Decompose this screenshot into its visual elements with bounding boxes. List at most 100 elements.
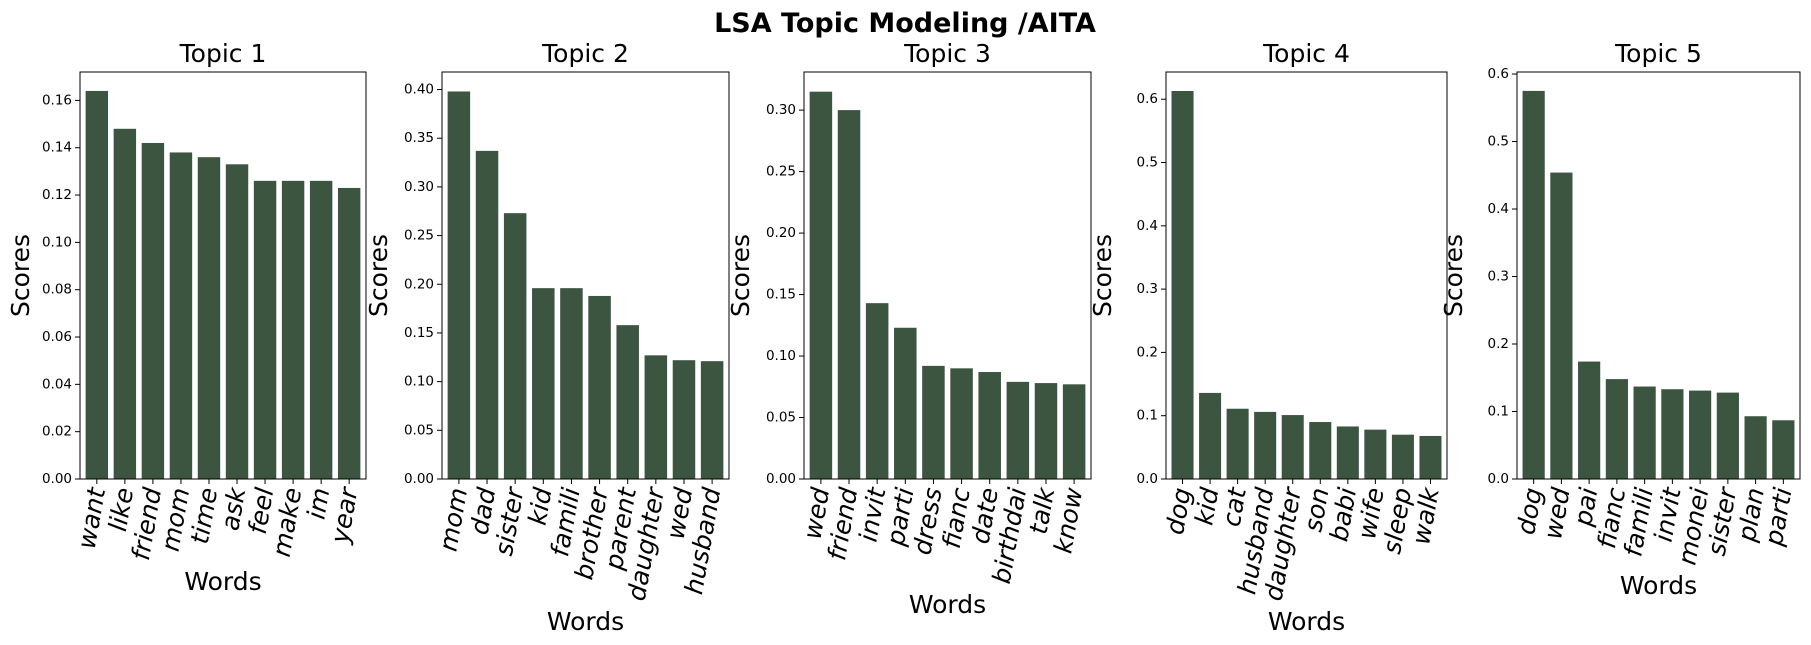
chart-panel-1: Topic 1wantlikefriendmomtimeaskfeelmakei… — [6, 39, 367, 596]
bar — [225, 164, 249, 479]
panel-title: Topic 4 — [1262, 39, 1350, 68]
y-tick-label: 0.12 — [42, 187, 72, 203]
y-tick-label: 0.20 — [404, 276, 434, 292]
bar — [1661, 389, 1684, 479]
bar — [1006, 381, 1030, 479]
y-tick-label: 0.05 — [766, 410, 796, 426]
y-tick-label: 0.10 — [42, 234, 72, 250]
y-tick-label: 0.0 — [1488, 471, 1509, 487]
bar — [253, 180, 277, 480]
bar — [1716, 392, 1739, 479]
bar — [1772, 420, 1795, 479]
bar — [447, 91, 471, 479]
y-tick-label: 0.6 — [1488, 66, 1509, 82]
y-tick-label: 0.1 — [1137, 408, 1158, 424]
y-tick-label: 0.5 — [1137, 155, 1158, 171]
bar — [1226, 408, 1249, 479]
y-axis-label: Scores — [6, 234, 35, 317]
bar — [309, 180, 333, 480]
panel-title: Topic 1 — [179, 39, 267, 68]
x-axis-label: Words — [1620, 571, 1697, 600]
y-tick-label: 0.25 — [766, 164, 796, 180]
x-tick-label: cat — [1217, 484, 1253, 528]
y-tick-label: 0.08 — [42, 282, 72, 298]
y-tick-label: 0.6 — [1137, 91, 1158, 107]
bar — [1254, 411, 1277, 479]
x-tick-label: kid — [523, 485, 558, 527]
bar — [1034, 383, 1058, 479]
bar — [1336, 426, 1359, 479]
y-tick-label: 0.04 — [42, 376, 72, 392]
y-axis-label: Scores — [364, 234, 393, 317]
panel-title: Topic 2 — [541, 39, 629, 68]
y-tick-label: 0.2 — [1137, 344, 1158, 360]
bar — [588, 295, 611, 479]
y-axis-label: Scores — [1439, 234, 1468, 317]
bar — [1744, 416, 1767, 479]
bar — [1578, 361, 1601, 479]
plot-frame — [79, 71, 367, 480]
y-tick-label: 0.10 — [766, 348, 796, 364]
bar — [1364, 429, 1387, 479]
x-tick-label: pai — [1568, 485, 1603, 529]
y-tick-label: 0.14 — [42, 140, 72, 156]
y-tick-label: 0.3 — [1137, 281, 1158, 297]
plot-frame — [1165, 71, 1448, 480]
y-axis-label: Scores — [726, 234, 755, 317]
bar — [616, 325, 639, 479]
y-tick-label: 0.5 — [1488, 134, 1509, 150]
y-tick-label: 0.25 — [404, 228, 434, 244]
chart-panel-2: Topic 2momdadsisterkidfamilibrotherparen… — [364, 39, 730, 636]
bar — [1633, 386, 1656, 479]
chart-panel-3: Topic 3wedfriendinvitpartidressfiancdate… — [726, 39, 1092, 619]
bar — [503, 213, 527, 479]
y-tick-label: 0.2 — [1488, 336, 1509, 352]
bar — [560, 288, 583, 479]
bar — [809, 91, 833, 480]
x-axis-label: Words — [1268, 607, 1345, 636]
bar — [85, 90, 109, 479]
y-tick-label: 0.35 — [404, 130, 434, 146]
panel-title: Topic 5 — [1614, 39, 1702, 68]
bar — [1199, 392, 1222, 479]
bar — [337, 187, 361, 479]
bar — [837, 110, 861, 479]
bar — [700, 361, 724, 479]
x-axis-label: Words — [547, 607, 624, 636]
bar — [1391, 434, 1414, 479]
plot-frame — [803, 71, 1092, 480]
bar — [922, 365, 945, 479]
plot-frame — [1516, 71, 1801, 480]
bar — [950, 368, 973, 479]
y-tick-label: 0.0 — [1137, 471, 1158, 487]
bar — [475, 150, 499, 480]
y-tick-label: 0.15 — [766, 287, 796, 303]
bar — [1062, 384, 1086, 479]
y-tick-label: 0.30 — [404, 179, 434, 195]
bar — [894, 327, 917, 479]
y-axis-label: Scores — [1088, 234, 1117, 317]
bar — [1550, 172, 1573, 479]
x-axis-label: Words — [184, 567, 261, 596]
bar — [1309, 422, 1332, 479]
bar — [978, 372, 1001, 479]
chart-panel-5: Topic 5dogwedpaifiancfamiliinvitmoneisis… — [1439, 39, 1801, 600]
bar — [672, 360, 696, 479]
bar — [644, 355, 668, 479]
x-axis-label: Words — [909, 590, 986, 619]
x-tick-label: kid — [1189, 485, 1224, 527]
bar — [197, 157, 221, 480]
figure-title: LSA Topic Modeling /AITA — [714, 8, 1096, 39]
y-tick-label: 0.06 — [42, 329, 72, 345]
y-tick-label: 0.4 — [1137, 218, 1158, 234]
y-tick-label: 0.00 — [42, 471, 72, 487]
y-tick-label: 0.1 — [1488, 404, 1509, 420]
bar — [1605, 379, 1628, 479]
y-tick-label: 0.15 — [404, 325, 434, 341]
bar — [532, 288, 555, 479]
bar — [113, 128, 137, 479]
y-tick-label: 0.16 — [42, 92, 72, 108]
y-tick-label: 0.10 — [404, 374, 434, 390]
